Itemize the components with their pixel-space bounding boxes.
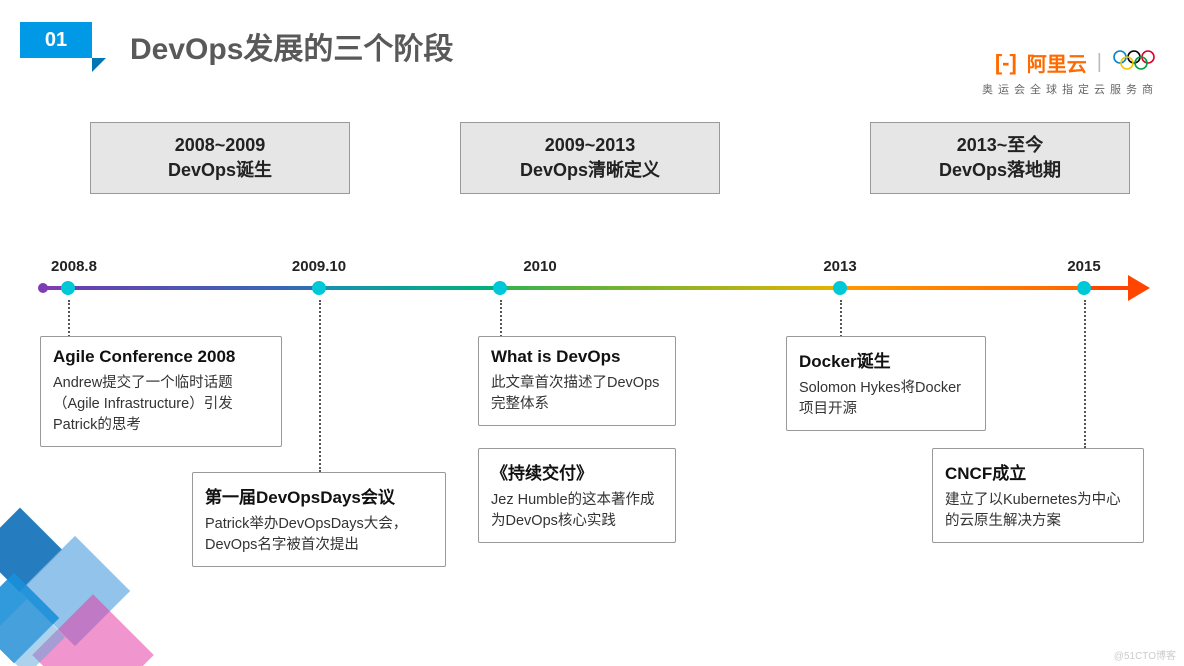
brand-logo: [-] 阿里云 | 奥运会全球指定云服务商 xyxy=(982,48,1158,97)
event-title: What is DevOps xyxy=(491,347,663,367)
year-label: 2015 xyxy=(1067,258,1100,275)
timeline-node xyxy=(493,281,507,295)
event-title: Agile Conference 2008 xyxy=(53,347,269,367)
phase-name: DevOps诞生 xyxy=(105,158,335,183)
timeline-segment xyxy=(68,286,319,290)
year-label: 2010 xyxy=(523,258,556,275)
event-box: 《持续交付》 Jez Humble的这本著作成为DevOps核心实践 xyxy=(478,448,676,543)
event-body: 此文章首次描述了DevOps 完整体系 xyxy=(491,373,663,415)
phase-box: 2013~至今DevOps落地期 xyxy=(870,122,1130,194)
badge-tail-decoration xyxy=(92,58,106,72)
timeline xyxy=(40,286,1144,294)
year-label: 2009.10 xyxy=(292,258,346,275)
connector-line xyxy=(840,300,842,340)
phase-period: 2013~至今 xyxy=(885,133,1115,158)
year-label: 2008.8 xyxy=(51,258,97,275)
event-box: Agile Conference 2008 Andrew提交了一个临时话题（Agi… xyxy=(40,336,282,447)
event-title: 第一届DevOpsDays会议 xyxy=(205,483,433,508)
event-box: What is DevOps 此文章首次描述了DevOps 完整体系 xyxy=(478,336,676,426)
timeline-segment xyxy=(500,286,840,290)
phase-name: DevOps清晰定义 xyxy=(475,158,705,183)
event-box: Docker诞生 Solomon Hykes将Docker项目开源 xyxy=(786,336,986,431)
event-title: Docker诞生 xyxy=(799,347,973,372)
timeline-node xyxy=(1077,281,1091,295)
event-box: 第一届DevOpsDays会议 Patrick举办DevOpsDays大会，Dev… xyxy=(192,472,446,567)
timeline-node xyxy=(312,281,326,295)
timeline-node xyxy=(61,281,75,295)
phase-name: DevOps落地期 xyxy=(885,158,1115,183)
olympic-rings-icon xyxy=(1112,49,1158,76)
event-body: Jez Humble的这本著作成为DevOps核心实践 xyxy=(491,490,663,532)
page-title: DevOps发展的三个阶段 xyxy=(130,24,453,68)
phase-box: 2008~2009DevOps诞生 xyxy=(90,122,350,194)
event-body: 建立了以Kubernetes为中心的云原生解决方案 xyxy=(945,490,1131,532)
connector-line xyxy=(319,300,321,472)
slide-root: 01 DevOps发展的三个阶段 [-] 阿里云 | 奥运会全球指定云服务商 2… xyxy=(0,0,1184,666)
aliyun-brand-text: 阿里云 xyxy=(1027,48,1087,77)
event-body: Andrew提交了一个临时话题（Agile Infrastructure）引发P… xyxy=(53,373,269,436)
timeline-segment xyxy=(840,286,1084,290)
slide-number-badge: 01 xyxy=(20,22,92,58)
connector-line xyxy=(1084,300,1086,448)
watermark: @51CTO博客 xyxy=(1114,647,1176,662)
phase-box: 2009~2013DevOps清晰定义 xyxy=(460,122,720,194)
year-label: 2013 xyxy=(823,258,856,275)
event-title: 《持续交付》 xyxy=(491,459,663,484)
divider: | xyxy=(1097,51,1102,74)
timeline-segment xyxy=(319,286,500,290)
timeline-arrow-icon xyxy=(1128,275,1150,301)
phase-period: 2008~2009 xyxy=(105,133,335,158)
timeline-node xyxy=(833,281,847,295)
aliyun-mark-icon: [-] xyxy=(995,50,1017,76)
logo-tagline: 奥运会全球指定云服务商 xyxy=(982,81,1158,97)
event-title: CNCF成立 xyxy=(945,459,1131,484)
event-body: Solomon Hykes将Docker项目开源 xyxy=(799,378,973,420)
event-body: Patrick举办DevOpsDays大会，DevOps名字被首次提出 xyxy=(205,514,433,556)
connector-line xyxy=(68,300,70,340)
phase-period: 2009~2013 xyxy=(475,133,705,158)
event-box: CNCF成立建立了以Kubernetes为中心的云原生解决方案 xyxy=(932,448,1144,543)
connector-line xyxy=(500,300,502,340)
